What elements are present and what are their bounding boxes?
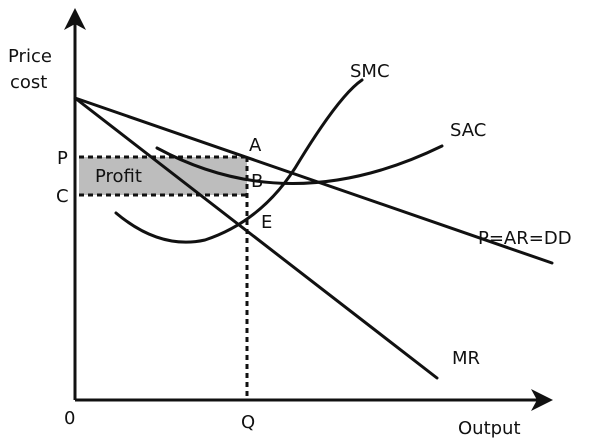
axes xyxy=(73,16,548,402)
point-e-label: E xyxy=(261,212,272,233)
y-axis-label-cost: cost xyxy=(10,72,47,93)
sac-curve xyxy=(155,144,444,185)
profit-label: Profit xyxy=(95,166,142,187)
dotted-guides xyxy=(79,155,249,400)
point-b-label: B xyxy=(251,171,263,192)
price-level-label: P xyxy=(57,148,68,169)
x-axis-label: Output xyxy=(458,418,521,439)
quantity-label: Q xyxy=(241,412,255,433)
demand-line xyxy=(73,96,554,265)
profit-area xyxy=(79,157,247,195)
sac-label: SAC xyxy=(450,120,486,141)
x-axis-arrowhead xyxy=(531,389,553,411)
smc-label: SMC xyxy=(350,61,390,82)
curves xyxy=(73,78,554,380)
mr-label: MR xyxy=(452,348,480,369)
smc-curve xyxy=(114,78,364,244)
cost-level-label: C xyxy=(56,186,69,207)
y-axis-arrowhead xyxy=(64,8,86,30)
mr-line xyxy=(73,96,439,380)
point-a-label: A xyxy=(249,135,262,156)
origin-label: 0 xyxy=(64,408,75,429)
y-axis-label-price: Price xyxy=(8,46,52,67)
demand-label: P=AR=DD xyxy=(478,228,572,249)
